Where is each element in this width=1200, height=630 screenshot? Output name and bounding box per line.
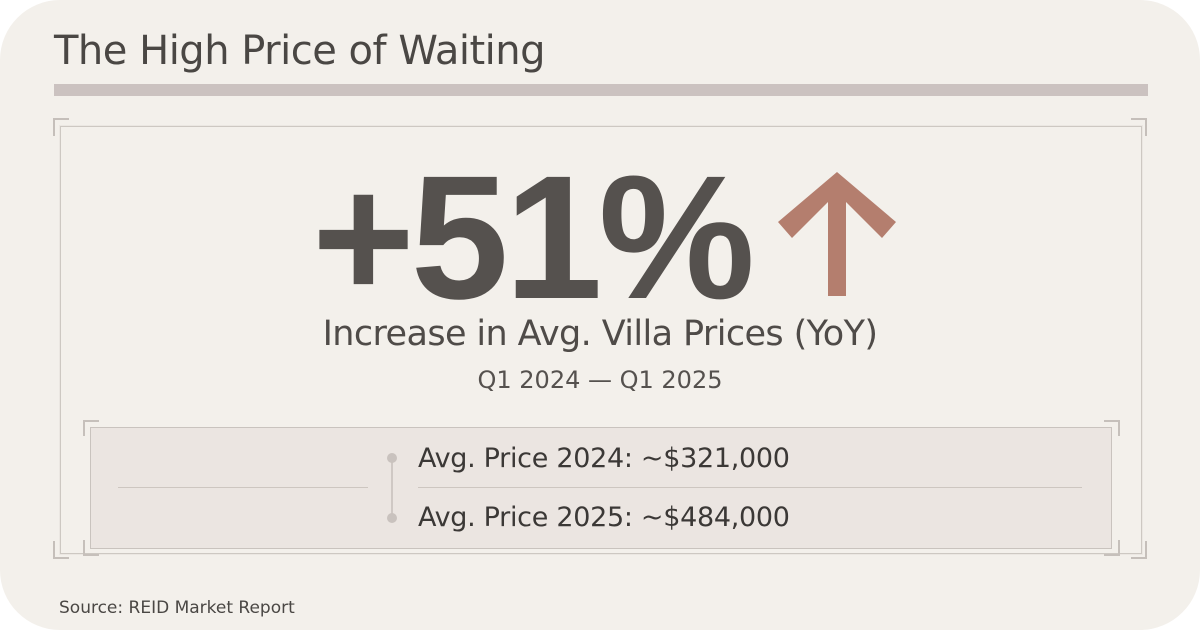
timeline-dot — [387, 453, 397, 463]
panel-corner-decoration — [1104, 540, 1120, 556]
panel-corner-decoration — [1104, 420, 1120, 436]
headline-label: Increase in Avg. Villa Prices (YoY) — [322, 314, 878, 354]
frame-corner-decoration — [53, 541, 69, 559]
frame-corner-decoration — [53, 118, 69, 136]
frame-corner-decoration — [1131, 541, 1147, 559]
headline-period: Q1 2024 — Q1 2025 — [477, 366, 723, 394]
divider — [418, 487, 1082, 488]
content-frame — [60, 126, 1142, 554]
headline-stat: +51% — [312, 150, 755, 326]
arrow-up-icon — [778, 172, 896, 296]
divider — [118, 487, 368, 488]
headline-value: +51% — [312, 140, 755, 336]
panel-corner-decoration — [83, 420, 99, 436]
source-note: Source: REID Market Report — [59, 598, 295, 618]
price-2024: Avg. Price 2024: ~$321,000 — [418, 443, 790, 474]
page-title: The High Price of Waiting — [54, 28, 545, 74]
frame-corner-decoration — [1131, 118, 1147, 136]
title-underline-bar — [54, 84, 1148, 96]
panel-corner-decoration — [83, 540, 99, 556]
price-comparison-panel — [90, 427, 1112, 549]
timeline-connector — [391, 458, 393, 518]
price-2025: Avg. Price 2025: ~$484,000 — [418, 502, 790, 533]
timeline-dot — [387, 513, 397, 523]
